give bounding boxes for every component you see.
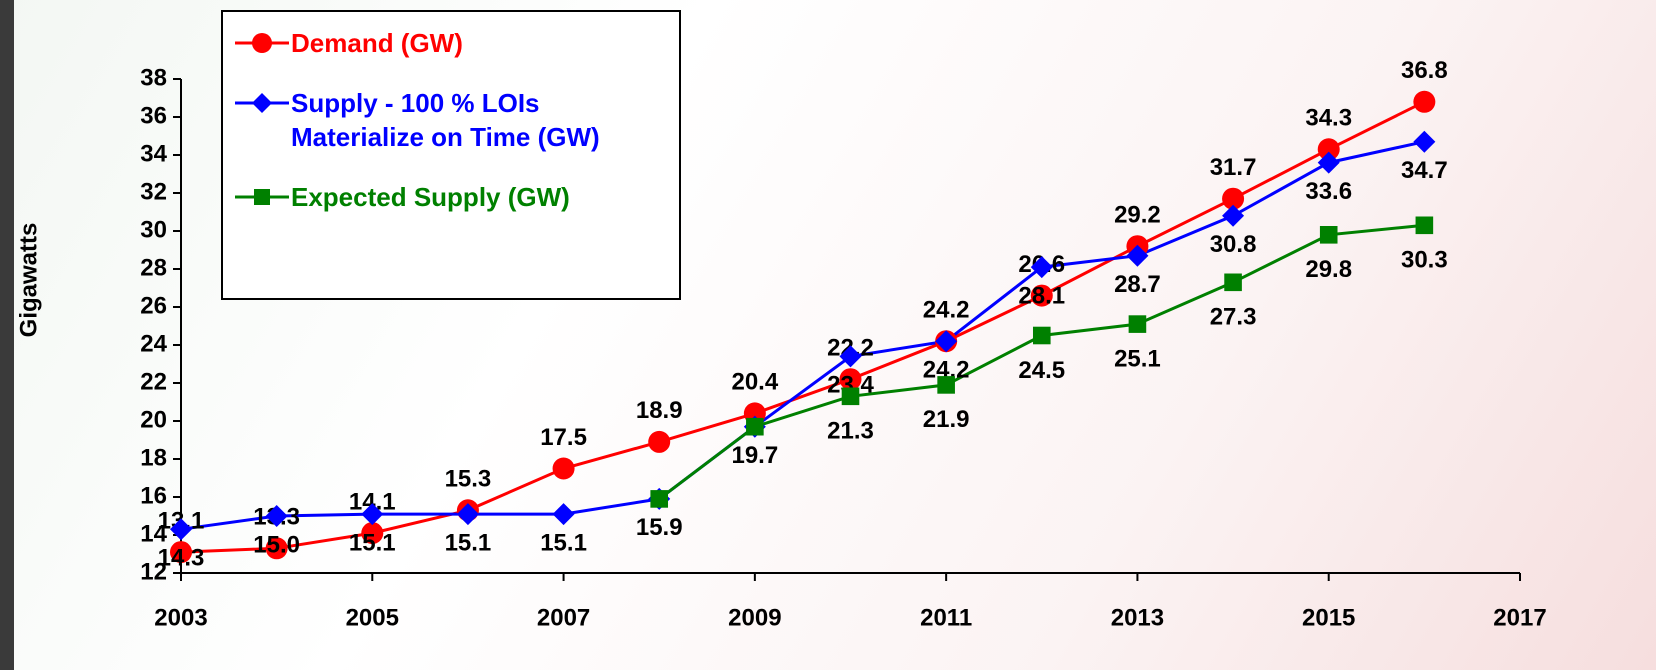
data-point	[1224, 274, 1242, 292]
data-label: 30.3	[1401, 247, 1448, 274]
y-tick-label: 32	[140, 178, 167, 205]
data-label: 24.2	[923, 297, 970, 324]
legend: Demand (GW) Supply - 100 % LOIs Materiali…	[221, 10, 681, 300]
data-label: 19.7	[731, 442, 778, 469]
data-point	[937, 376, 955, 394]
data-label: 36.8	[1401, 57, 1448, 84]
y-tick-label: 22	[140, 368, 167, 395]
data-point	[1320, 226, 1338, 244]
y-tick-label: 20	[140, 406, 167, 433]
legend-swatch	[233, 26, 291, 56]
data-label: 31.7	[1210, 154, 1257, 181]
y-tick-label: 16	[140, 482, 167, 509]
data-label: 14.3	[158, 545, 205, 572]
y-tick-label: 36	[140, 102, 167, 129]
data-label: 27.3	[1210, 304, 1257, 331]
y-tick-label: 28	[140, 254, 167, 281]
data-label: 15.1	[540, 529, 587, 556]
data-point	[1222, 205, 1244, 227]
legend-label: Demand (GW)	[291, 26, 661, 60]
data-label: 28.1	[1018, 282, 1065, 309]
data-label: 29.8	[1305, 256, 1352, 283]
data-point	[1416, 217, 1434, 235]
data-point	[842, 388, 860, 406]
x-tick-label: 2011	[920, 604, 972, 631]
data-label: 15.9	[636, 514, 683, 541]
y-tick-label: 26	[140, 292, 167, 319]
data-label: 15.1	[445, 529, 492, 556]
data-label: 18.9	[636, 397, 683, 424]
legend-marker	[252, 93, 272, 113]
data-label: 24.5	[1018, 357, 1065, 384]
data-point	[648, 431, 670, 453]
legend-marker	[254, 189, 270, 205]
y-tick-label: 38	[140, 64, 167, 91]
data-label: 29.2	[1114, 202, 1161, 229]
y-tick-label: 18	[140, 444, 167, 471]
x-tick-label: 2005	[346, 604, 399, 631]
data-point	[1033, 327, 1051, 345]
data-label: 17.5	[540, 424, 587, 451]
data-label: 20.4	[731, 369, 778, 396]
data-point	[746, 418, 764, 436]
data-point	[1413, 131, 1435, 153]
data-label: 15.3	[445, 466, 492, 493]
legend-label: Expected Supply (GW)	[291, 180, 661, 214]
data-label: 34.7	[1401, 157, 1448, 184]
x-tick-label: 2003	[154, 604, 207, 631]
chart-page: Gigawatts 121416182022242628303234363820…	[0, 0, 1656, 670]
data-label: 21.3	[827, 418, 874, 445]
data-label: 33.6	[1305, 178, 1352, 205]
data-point	[650, 490, 668, 508]
x-tick-label: 2007	[537, 604, 590, 631]
y-tick-label: 30	[140, 216, 167, 243]
x-tick-label: 2015	[1302, 604, 1355, 631]
y-tick-label: 24	[140, 330, 167, 357]
data-point	[1129, 315, 1147, 333]
legend-swatch	[233, 180, 291, 210]
data-label: 15.0	[253, 531, 300, 558]
data-label: 34.3	[1305, 105, 1352, 132]
legend-label: Supply - 100 % LOIs Materialize on Time …	[291, 86, 661, 154]
y-tick-label: 34	[140, 140, 167, 167]
x-tick-label: 2013	[1111, 604, 1164, 631]
legend-item: Supply - 100 % LOIs Materialize on Time …	[233, 86, 669, 154]
data-label: 30.8	[1210, 231, 1257, 258]
legend-item: Demand (GW)	[233, 26, 669, 60]
data-label: 25.1	[1114, 345, 1161, 372]
data-label: 21.9	[923, 406, 970, 433]
data-point	[553, 458, 575, 480]
legend-marker	[252, 33, 272, 53]
y-axis-label: Gigawatts	[15, 223, 42, 338]
data-point	[553, 503, 575, 525]
x-tick-label: 2009	[728, 604, 781, 631]
data-point	[1413, 91, 1435, 113]
legend-swatch	[233, 86, 291, 116]
data-label: 28.7	[1114, 271, 1161, 298]
data-label: 15.1	[349, 529, 396, 556]
legend-item: Expected Supply (GW)	[233, 180, 669, 214]
x-tick-label: 2017	[1493, 604, 1546, 631]
